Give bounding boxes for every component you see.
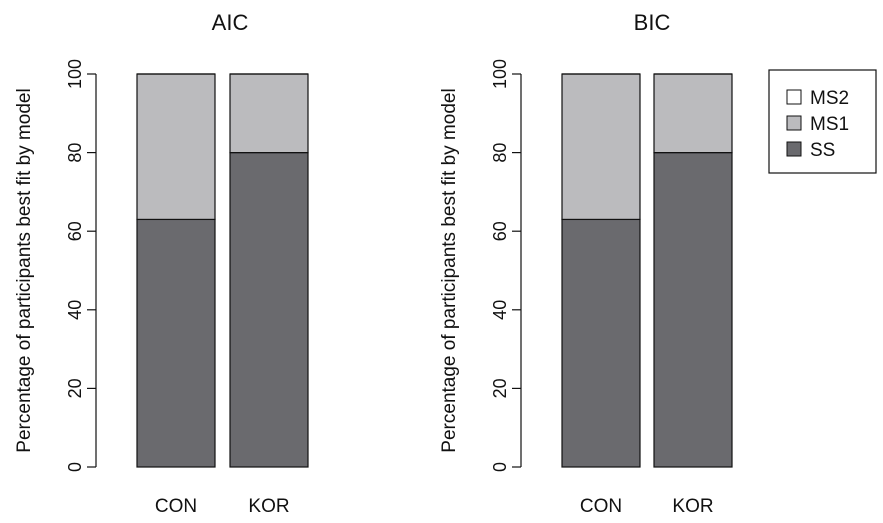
y-axis-label-1: Percentage of participants best fit by m… <box>439 88 460 452</box>
y-tick-label-0-0: 0 <box>65 462 85 472</box>
x-tick-label-0-0: CON <box>155 496 197 517</box>
bar-1-kor-ms1 <box>653 73 733 154</box>
y-tick-label-0-5: 100 <box>65 59 85 89</box>
bar-0-kor-ms1 <box>229 73 309 154</box>
bar-0-con-ms1 <box>136 73 216 221</box>
y-tick-label-1-5: 100 <box>490 59 510 89</box>
y-tick-label-0-1: 20 <box>65 378 85 398</box>
legend-label-ms1: MS1 <box>810 114 849 135</box>
y-tick-label-0-2: 40 <box>65 300 85 320</box>
legend-swatch-ms1 <box>786 115 802 131</box>
legend-swatch-ms2 <box>786 89 802 105</box>
y-tick-label-1-4: 80 <box>490 143 510 163</box>
bar-1-con-ms1 <box>561 73 641 221</box>
y-tick-label-0-4: 80 <box>65 143 85 163</box>
bar-1-kor-ss <box>653 152 733 468</box>
legend-label-ms2: MS2 <box>810 88 849 109</box>
legend-label-ss: SS <box>810 140 835 161</box>
y-tick-label-1-3: 60 <box>490 221 510 241</box>
y-tick-label-1-2: 40 <box>490 300 510 320</box>
y-axis-label-0: Percentage of participants best fit by m… <box>14 88 35 452</box>
y-tick-label-1-0: 0 <box>490 462 510 472</box>
bar-0-con-ss <box>136 218 216 468</box>
x-tick-label-1-1: KOR <box>672 496 713 517</box>
y-tick-label-0-3: 60 <box>65 221 85 241</box>
bar-1-con-ss <box>561 218 641 468</box>
legend-swatch-ss <box>786 141 802 157</box>
chart-title-1: BIC <box>634 10 671 35</box>
x-tick-label-0-1: KOR <box>248 496 289 517</box>
x-tick-label-1-0: CON <box>580 496 622 517</box>
y-tick-label-1-1: 20 <box>490 378 510 398</box>
chart-title-0: AIC <box>212 10 249 35</box>
bar-0-kor-ss <box>229 152 309 468</box>
